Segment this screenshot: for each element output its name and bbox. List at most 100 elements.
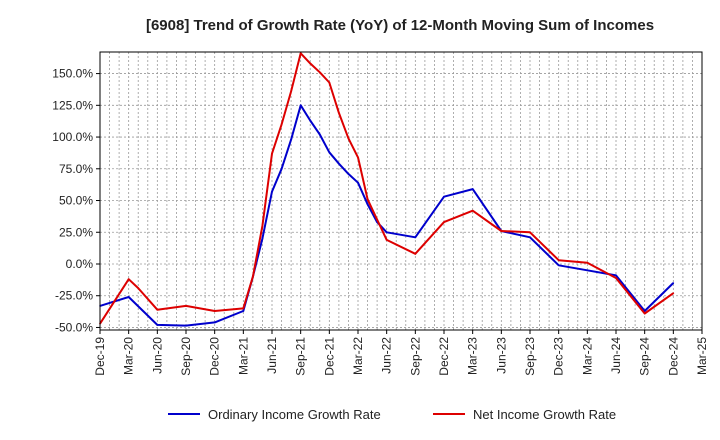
x-tick-label: Jun-22 (380, 337, 394, 374)
data-point (290, 90, 292, 93)
series-line-1 (99, 52, 674, 325)
y-tick-label: 50.0% (59, 194, 93, 208)
data-point (672, 292, 675, 294)
data-point (127, 278, 130, 281)
data-point (299, 52, 302, 55)
x-tick-label: Jun-21 (265, 337, 279, 374)
data-point (414, 236, 417, 239)
y-tick-label: 100.0% (52, 130, 93, 144)
x-tick-label: Dec-19 (93, 337, 107, 376)
x-tick-label: Sep-21 (294, 337, 308, 376)
legend-label-net-income: Net Income Growth Rate (473, 407, 616, 422)
x-tick-label: Sep-24 (638, 337, 652, 376)
x-tick-labels: Dec-19 Mar-20 Jun-20 Sep-20 Dec-20 Mar-21 Jun-… (93, 330, 709, 376)
data-point (127, 296, 130, 298)
x-tick-label: Jun-23 (494, 337, 508, 374)
data-point (280, 167, 283, 170)
data-point (366, 203, 369, 206)
data-point (471, 209, 474, 212)
grid-lines (99, 52, 703, 330)
y-tick-label: -50.0% (55, 320, 93, 334)
y-tick-label: 75.0% (59, 162, 93, 176)
x-tick-label: Mar-22 (351, 337, 365, 375)
x-tick-label: Mar-23 (466, 337, 480, 375)
x-tick-label: Mar-21 (236, 337, 250, 375)
data-point (242, 307, 245, 310)
x-tick-label: Dec-23 (552, 337, 566, 376)
x-tick-label: Sep-23 (523, 337, 537, 376)
data-point (376, 218, 378, 221)
data-point (242, 310, 245, 312)
data-point (137, 287, 140, 289)
data-point (271, 190, 273, 193)
data-point (328, 81, 331, 84)
data-point (557, 264, 560, 267)
x-tick-label: Sep-22 (408, 337, 422, 376)
x-tick-label: Mar-20 (122, 337, 136, 375)
y-tick-label: 150.0% (52, 67, 93, 81)
y-tick-label: 0.0% (66, 257, 94, 271)
x-tick-label: Mar-24 (580, 337, 594, 375)
x-tick-label: Mar-25 (695, 337, 709, 375)
data-point (357, 181, 359, 184)
data-point (156, 308, 159, 311)
data-point (271, 152, 273, 155)
data-point (318, 133, 321, 136)
data-point (586, 261, 589, 264)
data-point (385, 239, 388, 241)
data-point (299, 104, 302, 107)
series-lines (99, 52, 675, 327)
data-point (529, 236, 531, 239)
data-point (309, 119, 312, 122)
data-point (471, 188, 474, 190)
data-point (357, 156, 359, 159)
x-tick-label: Sep-20 (179, 337, 193, 376)
data-point (443, 221, 445, 223)
data-point (672, 282, 675, 284)
data-point (290, 138, 292, 141)
data-point (643, 310, 646, 312)
data-point (280, 123, 283, 126)
data-point (185, 305, 187, 307)
x-tick-label: Jun-24 (609, 337, 623, 374)
y-tick-label: -25.0% (55, 289, 93, 303)
data-point (213, 321, 216, 324)
data-point (366, 198, 369, 201)
data-point (338, 112, 340, 114)
data-point (156, 324, 159, 326)
data-point (185, 324, 187, 327)
data-point (414, 253, 417, 255)
chart-title: [6908] Trend of Growth Rate (YoY) of 12-… (146, 17, 654, 34)
legend-label-ordinary-income: Ordinary Income Growth Rate (208, 407, 381, 422)
plot-frame (99, 51, 703, 331)
x-tick-label: Jun-20 (150, 337, 164, 374)
data-point (615, 277, 617, 279)
data-point (443, 195, 445, 198)
data-point (615, 274, 617, 277)
data-point (347, 137, 350, 140)
data-point (252, 275, 254, 278)
data-point (338, 162, 340, 165)
y-tick-label: 125.0% (52, 98, 93, 112)
y-tick-label: 25.0% (59, 225, 93, 239)
x-tick-label: Dec-22 (437, 337, 451, 376)
data-point (529, 231, 531, 234)
x-tick-label: Dec-24 (666, 337, 680, 376)
data-point (385, 231, 388, 234)
data-point (643, 312, 646, 315)
data-point (213, 310, 216, 312)
data-point (318, 71, 321, 74)
data-point (500, 230, 503, 232)
legend: Ordinary Income Growth Rate Net Income G… (168, 407, 616, 422)
data-point (347, 173, 350, 175)
x-tick-label: Dec-20 (208, 337, 222, 376)
data-point (261, 225, 264, 227)
data-point (328, 151, 331, 154)
data-point (261, 237, 264, 240)
y-tick-labels: 150.0% 125.0% 100.0% 75.0% 50.0% 25.0% 0.0% -25… (52, 67, 100, 334)
x-tick-label: Dec-21 (322, 337, 336, 376)
data-point (557, 259, 560, 261)
data-point (309, 62, 312, 65)
data-point (586, 269, 589, 272)
